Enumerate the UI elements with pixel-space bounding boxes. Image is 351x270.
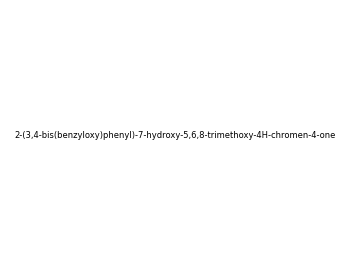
Text: 2-(3,4-bis(benzyloxy)phenyl)-7-hydroxy-5,6,8-trimethoxy-4H-chromen-4-one: 2-(3,4-bis(benzyloxy)phenyl)-7-hydroxy-5… [15,130,336,140]
